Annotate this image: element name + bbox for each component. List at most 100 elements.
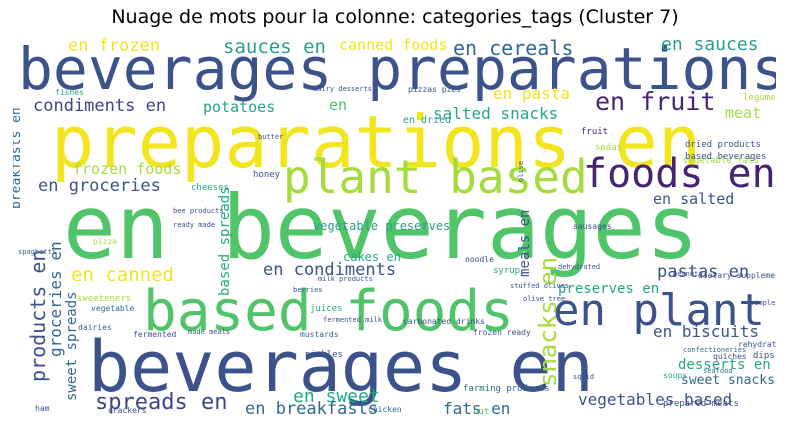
cloud-word: honey bbox=[253, 170, 281, 180]
cloud-word: fishes bbox=[55, 88, 84, 97]
cloud-word: sweeteners bbox=[77, 294, 132, 304]
figure-title: Nuage de mots pour la colonne: categorie… bbox=[111, 6, 679, 28]
cloud-word: dairy desserts bbox=[313, 85, 373, 93]
cloud-word: berries bbox=[293, 286, 323, 294]
cloud-word: meat bbox=[725, 104, 762, 122]
cloud-word: ready made bbox=[173, 221, 216, 229]
cloud-word: soups bbox=[663, 371, 688, 380]
cloud-word: fermented bbox=[133, 330, 177, 339]
cloud-word: meals en bbox=[517, 209, 533, 277]
cloud-word: milk products bbox=[318, 275, 373, 283]
cloud-word: mustards bbox=[300, 330, 339, 339]
cloud-word: spaghetti bbox=[18, 248, 56, 256]
cloud-word: pizzas pies bbox=[408, 85, 461, 94]
cloud-word: vegetable fats bbox=[683, 156, 759, 166]
cloud-word: pickles bbox=[305, 350, 343, 360]
cloud-word: en groceries bbox=[38, 176, 161, 196]
cloud-word: en cereals bbox=[453, 36, 574, 60]
cloud-word: squid bbox=[573, 373, 595, 381]
cloud-word: butter bbox=[258, 133, 284, 141]
cloud-word: en breakfasts bbox=[245, 399, 379, 415]
cloud-word: rehydrated bbox=[738, 340, 776, 349]
cloud-word: beverages preparations bbox=[18, 35, 776, 103]
cloud-word: made meals bbox=[188, 328, 231, 336]
cloud-word: sweet snacks bbox=[681, 373, 775, 388]
cloud-word: dehydrated bbox=[558, 263, 601, 271]
cloud-word: noodle bbox=[465, 255, 494, 264]
cloud-word: groceries en bbox=[46, 241, 65, 357]
cloud-word: en sweet bbox=[293, 386, 380, 407]
cloud-word: sodas bbox=[595, 143, 623, 153]
cloud-word: fats en bbox=[443, 399, 511, 415]
cloud-word: en beverages bbox=[63, 176, 699, 279]
cloud-word: legume bbox=[743, 93, 776, 103]
cloud-word: pizza bbox=[93, 237, 118, 246]
cloud-word: en condiments bbox=[263, 260, 397, 280]
cloud-word: seafood bbox=[703, 367, 733, 375]
cloud-word: dips bbox=[753, 351, 775, 361]
cloud-word: juices bbox=[310, 304, 343, 314]
cloud-word: based beverages bbox=[685, 152, 767, 162]
cloud-word: en canned bbox=[71, 264, 174, 286]
cloud-word: dairies bbox=[78, 323, 112, 332]
cloud-word: preserves en bbox=[558, 281, 660, 297]
cloud-word: syrup bbox=[493, 266, 521, 276]
word-cloud: beverages preparations preparations en en … bbox=[13, 34, 776, 414]
cloud-word: quiches bbox=[713, 352, 747, 361]
cloud-word: en bbox=[329, 96, 348, 114]
cloud-word: dried products bbox=[685, 140, 761, 150]
cloud-word: frozen foods bbox=[73, 160, 182, 178]
cloud-word: carbonated drinks bbox=[403, 317, 485, 326]
cloud-word: peanut bbox=[673, 270, 699, 278]
cloud-word: bee products bbox=[173, 207, 224, 215]
cloud-word: stuffed olives bbox=[510, 282, 570, 290]
cloud-word: en salted bbox=[653, 190, 735, 208]
cloud-word: vegetable preserves bbox=[313, 219, 451, 233]
cloud-word: condiments en bbox=[33, 96, 167, 116]
cloud-word: potatoes bbox=[203, 98, 276, 116]
cloud-word: desserts en bbox=[678, 357, 771, 373]
cloud-word: breakfasts en bbox=[13, 107, 24, 209]
cloud-word: simple syrup bbox=[750, 299, 776, 307]
cloud-word: en frozen bbox=[68, 36, 161, 56]
cloud-word: vegetable bbox=[91, 304, 135, 313]
cloud-word: plant based bbox=[283, 150, 588, 204]
cloud-word: en fruit bbox=[595, 87, 716, 116]
cloud-word: beverages en bbox=[88, 326, 594, 408]
cloud-word: preparations en bbox=[51, 100, 702, 184]
cloud-word: chicken bbox=[368, 405, 402, 414]
cloud-word: en plant bbox=[553, 285, 765, 336]
cloud-word: canned foods bbox=[339, 36, 448, 54]
cloud-word: foods en bbox=[583, 151, 776, 197]
cloud-word: salted snacks bbox=[433, 104, 559, 123]
cloud-word: nut bbox=[473, 407, 490, 415]
cloud-word: vegetables based bbox=[578, 390, 733, 409]
cloud-word: snacks en bbox=[534, 256, 562, 387]
cloud-word: en biscuits bbox=[653, 322, 759, 341]
cloud-word: confectioneries bbox=[683, 346, 747, 354]
cloud-word: dietary supplements bbox=[698, 271, 776, 280]
cloud-word: en dried bbox=[403, 115, 452, 126]
cloud-word: sweet spreads bbox=[64, 291, 80, 401]
cloud-word: based foods bbox=[143, 279, 514, 344]
cloud-word: fruit bbox=[581, 127, 609, 137]
cloud-word: sausages bbox=[573, 222, 612, 231]
cloud-word: frozen ready bbox=[473, 328, 531, 337]
cloud-word: cakes en bbox=[343, 250, 401, 264]
cloud-word: fermented milk bbox=[323, 316, 383, 324]
cloud-word: en pasta bbox=[493, 84, 571, 103]
cloud-word: prepared meats bbox=[663, 399, 739, 409]
cloud-word: products en bbox=[26, 249, 50, 382]
cloud-word: olive bbox=[517, 160, 525, 182]
cloud-word: based spreads bbox=[217, 186, 233, 296]
cloud-word: spreads en bbox=[95, 390, 228, 414]
cloud-word: en sauces bbox=[661, 34, 759, 55]
cloud-word: crackers bbox=[108, 406, 147, 415]
cloud-word: farming products bbox=[463, 384, 550, 394]
cloud-word: cheeses bbox=[191, 183, 229, 193]
cloud-word: sauces en bbox=[223, 36, 326, 58]
cloud-word: ham bbox=[35, 404, 50, 413]
cloud-word: pastas en bbox=[657, 262, 750, 282]
cloud-word: olive tree bbox=[523, 295, 566, 303]
